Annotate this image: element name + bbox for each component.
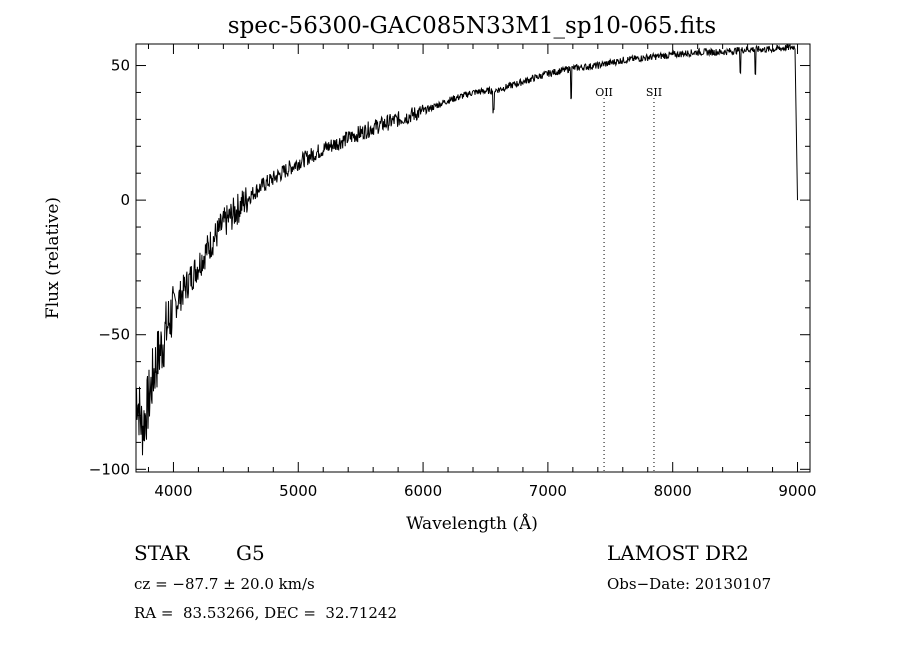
line-marker-label: SII <box>646 86 662 99</box>
coordinates-text: RA = 83.53266, DEC = 32.71242 <box>134 604 398 622</box>
obs-date: Obs−Date: 20130107 <box>607 575 772 593</box>
object-subclass: G5 <box>236 541 265 565</box>
x-tick-label: 8000 <box>654 482 692 500</box>
line-marker-label: OII <box>595 86 613 99</box>
x-tick-label: 5000 <box>279 482 317 500</box>
spectrum-line <box>135 43 798 456</box>
x-tick-label: 9000 <box>778 482 816 500</box>
x-axis-label: Wavelength (Å) <box>406 513 538 534</box>
x-tick-label: 7000 <box>529 482 567 500</box>
line-markers: OII SII <box>595 86 662 472</box>
plot-frame <box>135 43 811 473</box>
y-tick-label: −100 <box>89 460 130 478</box>
chart-title: spec-56300-GAC085N33M1_sp10-065.fits <box>228 13 716 39</box>
object-type: STAR <box>134 541 190 565</box>
y-axis-label: Flux (relative) <box>43 197 63 319</box>
survey-name: LAMOST DR2 <box>607 541 749 565</box>
plot-axes: 4000 5000 6000 7000 8000 9000 −100 −50 0 50 <box>89 43 817 500</box>
redshift-text: cz = −87.7 ± 20.0 km/s <box>134 575 315 593</box>
y-tick-label: −50 <box>98 326 130 344</box>
x-tick-label: 6000 <box>404 482 442 500</box>
x-tick-label: 4000 <box>154 482 192 500</box>
y-tick-label: 0 <box>120 191 130 209</box>
y-tick-label: 50 <box>111 57 130 75</box>
